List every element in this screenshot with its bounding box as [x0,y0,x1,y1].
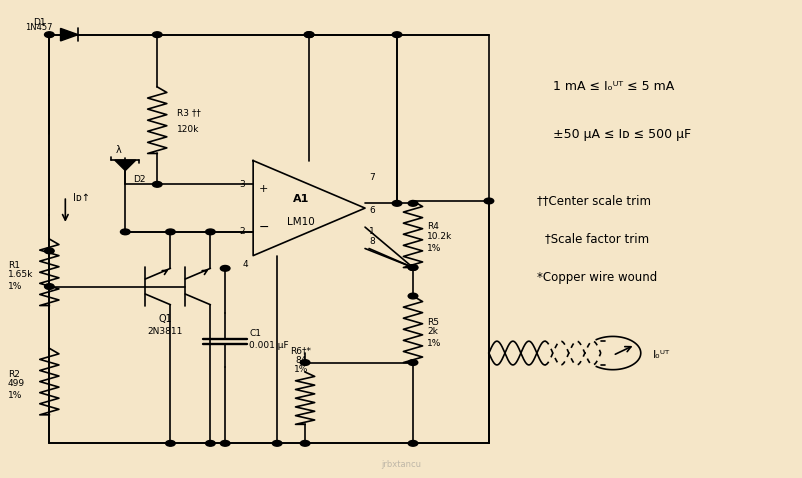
Circle shape [408,293,418,299]
Text: 1%: 1% [427,244,442,253]
Text: −: − [258,221,269,234]
Text: 2N3811: 2N3811 [148,327,183,336]
Text: 84: 84 [295,356,307,365]
Circle shape [408,265,418,271]
Text: Q1: Q1 [158,314,172,324]
Circle shape [392,32,402,37]
Text: 1%: 1% [294,365,308,374]
Text: LM10: LM10 [287,217,315,228]
Circle shape [304,32,314,37]
Circle shape [152,32,162,37]
Circle shape [45,248,55,254]
Text: 1%: 1% [427,339,442,348]
Text: R1: R1 [8,261,20,270]
Text: 1N457: 1N457 [25,23,53,32]
Text: R4: R4 [427,222,439,231]
Text: 1.65k: 1.65k [8,270,33,279]
Text: 7: 7 [369,173,375,182]
Text: 10.2k: 10.2k [427,232,452,241]
Circle shape [166,229,175,235]
Circle shape [300,441,310,446]
Text: C1: C1 [249,329,261,338]
Text: 0.001 μF: 0.001 μF [249,341,289,350]
Circle shape [408,360,418,365]
Circle shape [273,441,282,446]
Text: R3 ††: R3 †† [177,109,201,118]
Text: 8: 8 [369,237,375,246]
Text: 1%: 1% [8,282,22,291]
Text: +: + [259,184,268,194]
Circle shape [408,441,418,446]
Text: 6: 6 [369,206,375,215]
Circle shape [408,200,418,206]
Text: Iₒᵁᵀ: Iₒᵁᵀ [653,350,670,360]
Text: *Copper wire wound: *Copper wire wound [537,271,657,283]
Circle shape [408,265,418,271]
Circle shape [120,229,130,235]
Text: ††Center scale trim: ††Center scale trim [537,195,651,207]
Text: 120k: 120k [177,125,200,134]
Polygon shape [115,160,136,171]
Text: jrbxtancu: jrbxtancu [381,460,421,469]
Text: Iᴅ↑: Iᴅ↑ [73,193,90,203]
Text: 3: 3 [240,180,245,189]
Text: R6†*: R6†* [290,346,312,355]
Circle shape [152,182,162,187]
Text: R5: R5 [427,317,439,326]
Circle shape [45,32,55,37]
Text: 4: 4 [242,261,248,270]
Circle shape [304,32,314,37]
Circle shape [392,200,402,206]
Circle shape [484,198,494,204]
Text: 2k: 2k [427,327,438,336]
Circle shape [205,441,215,446]
Text: 1: 1 [369,228,375,237]
Text: R2: R2 [8,370,20,379]
Circle shape [300,360,310,365]
Text: λ: λ [115,145,121,155]
Text: 499: 499 [8,380,25,388]
Circle shape [205,229,215,235]
Text: 2: 2 [240,228,245,237]
Polygon shape [60,28,78,41]
Circle shape [221,265,230,271]
Text: D2: D2 [133,175,146,184]
Text: 1 mA ≤ Iₒᵁᵀ ≤ 5 mA: 1 mA ≤ Iₒᵁᵀ ≤ 5 mA [553,80,674,93]
Text: ±50 μA ≤ Iᴅ ≤ 500 μF: ±50 μA ≤ Iᴅ ≤ 500 μF [553,128,691,141]
Text: D1: D1 [33,18,45,27]
Text: †Scale factor trim: †Scale factor trim [545,232,649,246]
Text: A1: A1 [293,194,310,204]
Circle shape [45,283,55,289]
Circle shape [166,441,175,446]
Circle shape [221,441,230,446]
Text: 1%: 1% [8,391,22,400]
